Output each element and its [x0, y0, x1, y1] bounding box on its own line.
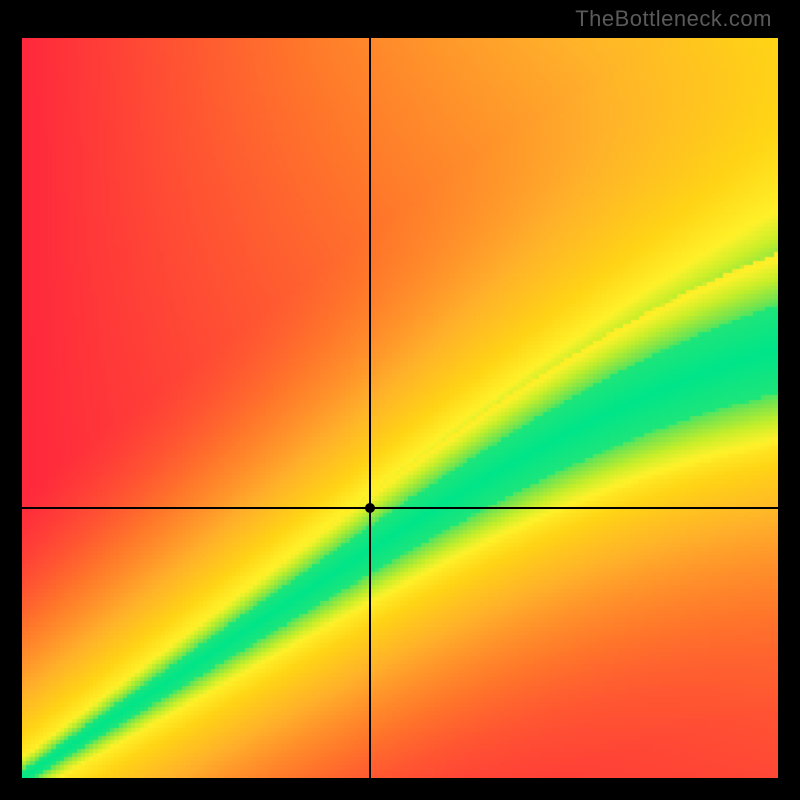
heatmap-canvas	[22, 38, 778, 778]
plot-area	[22, 38, 778, 778]
outer-frame: TheBottleneck.com	[0, 0, 800, 800]
watermark-text: TheBottleneck.com	[575, 6, 772, 32]
